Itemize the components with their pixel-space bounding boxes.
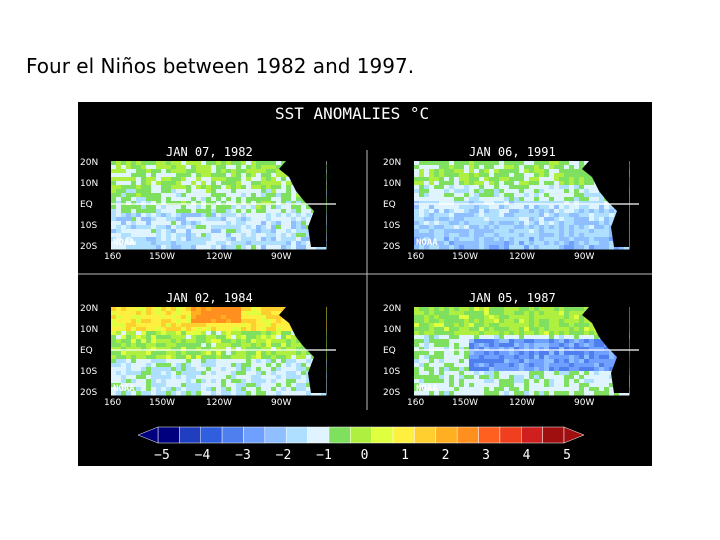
- colorbar-swatch: [200, 426, 223, 444]
- lon-label: 160: [104, 398, 121, 408]
- colorbar: −5 −4 −3 −2 −1 0 1 2 3 4 5: [137, 426, 585, 463]
- lat-label: 20N: [383, 158, 401, 168]
- lon-label: 150W: [452, 252, 478, 262]
- colorbar-swatch: [221, 426, 244, 444]
- lat-label: 10S: [383, 221, 400, 231]
- panel-date: JAN 06, 1991: [469, 145, 556, 159]
- colorbar-swatch: [243, 426, 266, 444]
- lon-label: 120W: [206, 252, 232, 262]
- land-mass: [582, 161, 629, 247]
- land-mass: [279, 161, 326, 247]
- lon-label: 150W: [149, 398, 175, 408]
- lat-label: 20S: [383, 242, 400, 252]
- colorbar-label: 1: [401, 448, 409, 463]
- colorbar-arrow-left: [137, 426, 159, 444]
- lat-label: EQ: [80, 200, 93, 210]
- colorbar-label: 2: [442, 448, 450, 463]
- colorbar-label: 3: [482, 448, 490, 463]
- sst-panel-4: JAN 05, 1987 20N 10N EQ 10S 20S 160 150W 120W 90W…: [383, 291, 639, 408]
- panel-date: JAN 05, 1987: [469, 291, 556, 305]
- colorbar-label: −5: [154, 448, 170, 463]
- lon-label: 150W: [452, 398, 478, 408]
- colorbar-label: 0: [361, 448, 369, 463]
- panel-date: JAN 02, 1984: [166, 291, 253, 305]
- lon-label: 160: [407, 398, 424, 408]
- lat-label: 20N: [80, 304, 98, 314]
- lat-label: 10S: [80, 367, 97, 377]
- colorbar-label: 4: [523, 448, 531, 463]
- slide-title: Four el Niños between 1982 and 1997.: [26, 54, 415, 78]
- lat-label: 10N: [383, 179, 401, 189]
- colorbar-swatch: [499, 426, 522, 444]
- colorbar-swatch: [542, 426, 565, 444]
- lat-label: EQ: [383, 200, 396, 210]
- lon-label: 160: [407, 252, 424, 262]
- colorbar-swatch: [392, 426, 415, 444]
- credit-label: NOAA: [416, 238, 438, 248]
- sst-panel-2: JAN 06, 1991 20N 10N EQ 10S 20S 160 150W 120W 90W…: [383, 145, 639, 262]
- colorbar-swatch: [521, 426, 543, 444]
- colorbar-label: −1: [316, 448, 332, 463]
- colorbar-label: 5: [563, 448, 571, 463]
- lat-label: 10N: [80, 325, 98, 335]
- lon-label: 120W: [509, 252, 535, 262]
- colorbar-swatch: [414, 426, 437, 444]
- lat-label: 20S: [80, 388, 97, 398]
- lat-label: EQ: [80, 346, 93, 356]
- colorbar-label: −2: [276, 448, 292, 463]
- colorbar-arrow-right: [563, 426, 585, 444]
- lat-label: 20N: [383, 304, 401, 314]
- colorbar-label: −3: [235, 448, 251, 463]
- lat-label: 20S: [383, 388, 400, 398]
- colorbar-swatch: [264, 426, 287, 444]
- sst-anomaly-figure: SST ANOMALIES °C JAN 07, 1982 20N 10N EQ 10S…: [78, 102, 652, 466]
- lon-label: 90W: [271, 398, 291, 408]
- lat-label: 20S: [80, 242, 97, 252]
- colorbar-swatch: [179, 426, 201, 444]
- colorbar-label: −4: [195, 448, 211, 463]
- lat-label: 10N: [80, 179, 98, 189]
- lat-label: 10S: [383, 367, 400, 377]
- credit-label: NOAA: [113, 238, 135, 248]
- colorbar-swatch: [328, 426, 351, 444]
- credit-label: NOAA: [113, 384, 135, 394]
- lon-label: 160: [104, 252, 121, 262]
- colorbar-swatch: [285, 426, 308, 444]
- figure-title: SST ANOMALIES °C: [275, 104, 429, 123]
- sst-panel-1: JAN 07, 1982 20N 10N EQ 10S 20S 160 150W 120W 90W…: [80, 145, 336, 262]
- colorbar-swatch: [456, 426, 479, 444]
- colorbar-swatch: [307, 426, 330, 444]
- sst-figure-canvas: SST ANOMALIES °C JAN 07, 1982 20N 10N EQ 10S…: [78, 104, 652, 463]
- colorbar-swatch: [435, 426, 458, 444]
- panel-date: JAN 07, 1982: [166, 145, 253, 159]
- lon-label: 90W: [271, 252, 291, 262]
- lon-label: 90W: [574, 398, 594, 408]
- lon-label: 120W: [206, 398, 232, 408]
- lon-label: 150W: [149, 252, 175, 262]
- colorbar-swatch: [478, 426, 501, 444]
- colorbar-swatch: [157, 426, 180, 444]
- land-mass: [582, 307, 629, 393]
- lat-label: 20N: [80, 158, 98, 168]
- lat-label: EQ: [383, 346, 396, 356]
- land-mass: [279, 307, 326, 393]
- colorbar-swatch: [350, 426, 372, 444]
- colorbar-swatch: [371, 426, 394, 444]
- lon-label: 90W: [574, 252, 594, 262]
- credit-label: NOAA: [416, 384, 438, 394]
- lon-label: 120W: [509, 398, 535, 408]
- sst-panel-3: JAN 02, 1984 20N 10N EQ 10S 20S 160 150W 120W 90W…: [80, 291, 336, 408]
- lat-label: 10S: [80, 221, 97, 231]
- lat-label: 10N: [383, 325, 401, 335]
